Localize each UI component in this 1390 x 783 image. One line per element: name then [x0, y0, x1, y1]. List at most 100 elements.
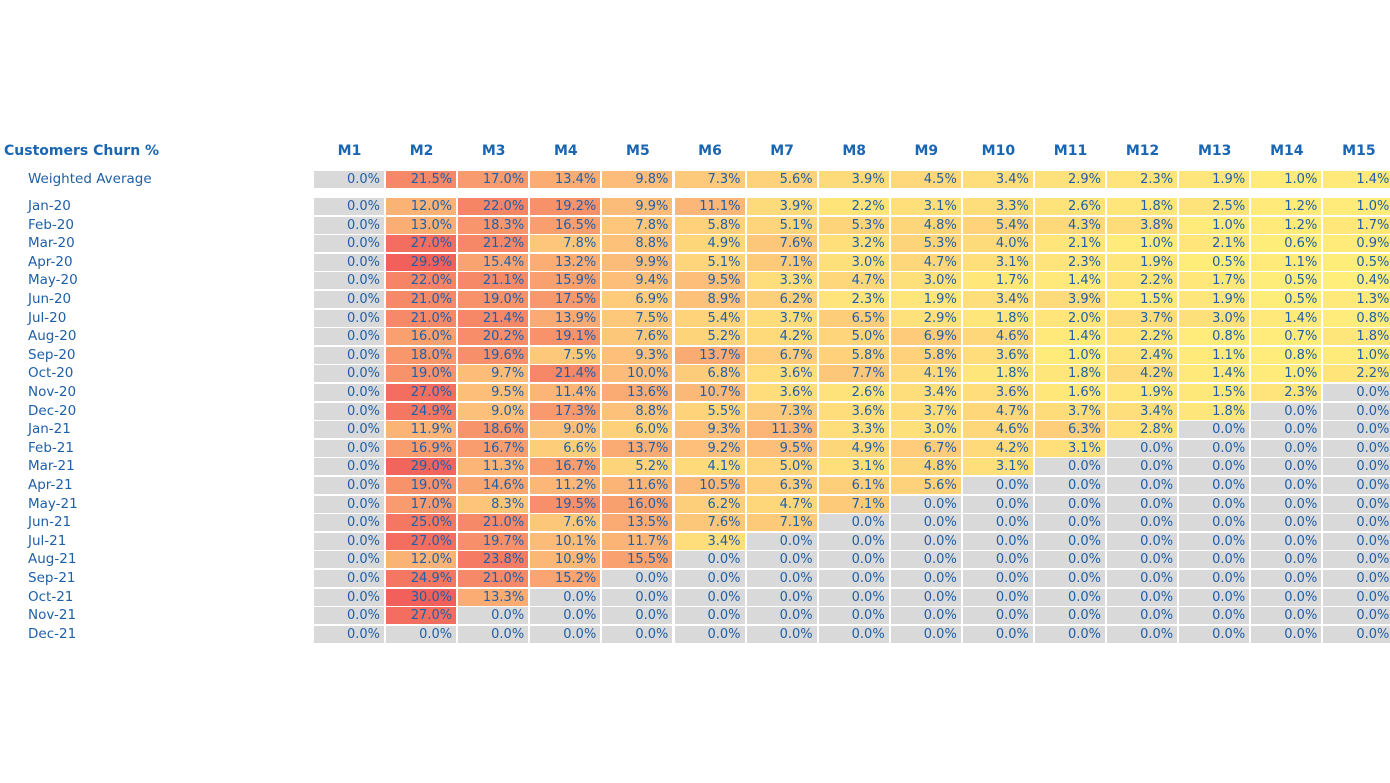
heatmap-cell: 21.0% [458, 570, 529, 587]
column-header-m2: M2 [409, 143, 434, 159]
heatmap-cell: 9.3% [602, 346, 673, 364]
heatmap-cell: 0.0% [1035, 514, 1105, 532]
heatmap-cell: 9.9% [602, 198, 673, 215]
heatmap-cell: 1.0% [1251, 365, 1322, 383]
heatmap-cell: 1.8% [1323, 328, 1390, 346]
heatmap-cell: 12.0% [386, 551, 457, 569]
column-header-m12: M12 [1125, 143, 1160, 159]
heatmap-cell: 3.4% [890, 384, 961, 401]
heatmap-cell: 1.1% [1179, 346, 1250, 364]
heatmap-cell: 27.0% [386, 235, 457, 253]
heatmap-cell: 7.3% [746, 402, 817, 420]
heatmap-cell: 16.7% [458, 439, 529, 457]
heatmap-cell: 0.0% [314, 495, 384, 513]
column-header-m14: M14 [1270, 143, 1304, 159]
heatmap-cell: 1.9% [890, 291, 961, 308]
heatmap-cell: 2.2% [818, 198, 889, 215]
heatmap-cell: 27.0% [386, 384, 457, 401]
heatmap-cell: 4.6% [962, 421, 1033, 439]
heatmap-cell: 0.0% [962, 477, 1033, 494]
heatmap-cell: 0.0% [746, 551, 817, 569]
heatmap-cell: 0.0% [1323, 570, 1390, 587]
heatmap-cell: 1.7% [962, 272, 1033, 290]
heatmap-cell: 0.0% [602, 625, 673, 643]
heatmap-cell: 8.3% [458, 495, 529, 513]
heatmap-cell: 0.0% [1107, 458, 1178, 476]
cohort-row-label: Jul-21 [28, 532, 67, 549]
heatmap-cell: 1.8% [1035, 365, 1105, 383]
heatmap-cell: 3.6% [818, 402, 889, 420]
heatmap-cell: 5.1% [746, 216, 817, 234]
column-header-m9: M9 [914, 143, 939, 159]
heatmap-cell: 9.5% [674, 272, 745, 290]
heatmap-cell: 1.8% [962, 309, 1033, 327]
heatmap-cell: 4.2% [962, 439, 1033, 457]
heatmap-cell: 1.2% [1251, 198, 1322, 215]
heatmap-cell: 19.7% [458, 532, 529, 550]
heatmap-cell: 24.9% [386, 402, 457, 420]
heatmap-cell: 3.7% [1107, 309, 1178, 327]
cohort-row-label: Mar-20 [28, 235, 75, 252]
heatmap-cell: 0.0% [746, 570, 817, 587]
cohort-row-label: Dec-20 [28, 402, 77, 419]
heatmap-cell: 1.9% [1107, 384, 1178, 401]
heatmap-cell: 0.0% [890, 514, 961, 532]
heatmap-cell: 2.2% [1107, 272, 1178, 290]
heatmap-cell: 20.2% [458, 328, 529, 346]
heatmap-cell: 0.0% [314, 514, 384, 532]
heatmap-cell: 0.0% [1323, 439, 1390, 457]
heatmap-cell: 21.1% [458, 272, 529, 290]
heatmap-cell: 0.0% [314, 384, 384, 401]
heatmap-cell: 2.8% [1107, 421, 1178, 439]
heatmap-cell: 19.0% [386, 477, 457, 494]
heatmap-cell: 0.0% [1323, 588, 1390, 606]
heatmap-cell: 0.0% [1251, 495, 1322, 513]
heatmap-cell: 1.1% [1251, 253, 1322, 271]
heatmap-cell: 1.2% [1251, 216, 1322, 234]
heatmap-cell: 21.0% [386, 291, 457, 308]
cohort-row-label: Sep-21 [28, 570, 76, 586]
heatmap-cell: 22.0% [458, 198, 529, 215]
cohort-row-label: Nov-21 [28, 607, 77, 624]
cohort-row-label: Apr-21 [28, 477, 73, 493]
heatmap-cell: 0.0% [818, 514, 889, 532]
heatmap-cell: 19.2% [530, 198, 601, 215]
heatmap-cell: 1.0% [1323, 198, 1390, 215]
heatmap-cell: 0.0% [1251, 588, 1322, 606]
cohort-row-label: Nov-20 [28, 384, 77, 400]
heatmap-cell: 9.2% [674, 439, 745, 457]
heatmap-cell: 11.3% [746, 421, 817, 439]
heatmap-cell: 10.5% [674, 477, 745, 494]
heatmap-cell: 3.6% [746, 384, 817, 401]
heatmap-cell: 0.0% [530, 625, 601, 643]
heatmap-cell: 0.0% [1251, 402, 1322, 420]
heatmap-cell: 5.4% [962, 216, 1033, 234]
heatmap-cell: 1.3% [1323, 291, 1390, 308]
heatmap-cell: 19.0% [386, 365, 457, 383]
heatmap-cell: 7.5% [530, 346, 601, 364]
column-header-m13: M13 [1197, 143, 1232, 159]
heatmap-cell: 30.0% [386, 588, 457, 606]
cohort-row-label: Jun-21 [28, 514, 72, 531]
heatmap-cell: 0.0% [1035, 570, 1105, 587]
heatmap-cell: 17.5% [530, 291, 601, 308]
heatmap-cell: 0.0% [314, 253, 384, 271]
heatmap-cell: 3.9% [818, 171, 889, 188]
heatmap-cell: 21.4% [458, 309, 529, 327]
heatmap-cell: 0.0% [1323, 384, 1390, 401]
heatmap-cell: 18.3% [458, 216, 529, 234]
heatmap-cell: 29.9% [386, 253, 457, 271]
heatmap-cell: 0.0% [1179, 570, 1250, 587]
heatmap-cell: 9.0% [458, 402, 529, 420]
heatmap-cell: 1.7% [1323, 216, 1390, 234]
heatmap-cell: 0.0% [314, 532, 384, 550]
heatmap-cell: 0.5% [1251, 272, 1322, 290]
heatmap-cell: 0.0% [314, 439, 384, 457]
heatmap-cell: 0.0% [1179, 625, 1250, 643]
heatmap-cell: 5.2% [674, 328, 745, 346]
heatmap-cell: 0.0% [1107, 551, 1178, 569]
heatmap-cell: 2.3% [1035, 253, 1105, 271]
heatmap-cell: 5.2% [602, 458, 673, 476]
heatmap-cell: 15.5% [602, 551, 673, 569]
heatmap-cell: 3.7% [890, 402, 961, 420]
